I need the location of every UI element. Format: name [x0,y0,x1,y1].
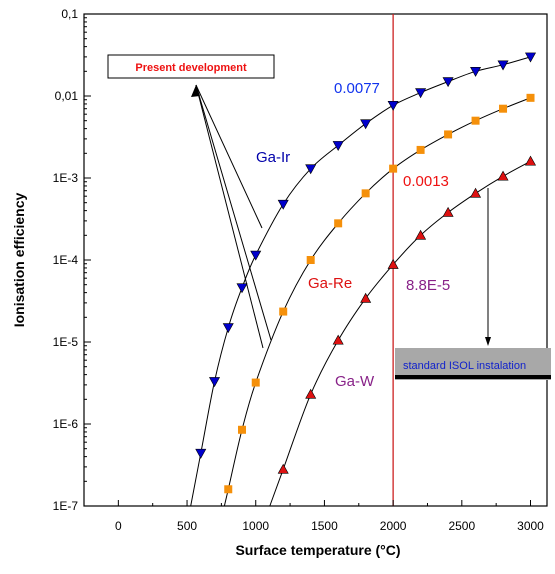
value-label-ir: 0.0077 [334,80,380,97]
data-point [332,334,344,345]
series-curve-2 [269,160,531,507]
value-label-re: 0.0013 [403,173,449,190]
data-point [277,199,289,210]
data-point [444,130,453,139]
data-point [279,307,288,316]
x-axis-title: Surface temperature (°C) [235,542,400,558]
y-axis-title: Ionisation efficiency [11,192,27,327]
data-point [499,104,508,113]
data-point [442,77,454,88]
x-tick-label: 2000 [380,519,407,533]
y-tick-label: 1E-4 [53,253,79,267]
data-point [525,155,537,166]
data-point [237,425,246,434]
data-point [305,164,317,175]
y-tick-label: 1E-6 [53,417,79,431]
data-point [236,283,248,294]
data-point [306,256,315,264]
data-point [471,116,480,125]
y-axis-ticks: 1E-7 1E-6 1E-5 1E-4 1E-3 0,01 0,1 [53,7,91,513]
value-label-w: 8.8E-5 [406,277,450,294]
data-point [416,145,425,154]
present-development-label: Present development [135,62,247,74]
data-point [497,60,509,71]
arrow-line-ir [195,84,263,229]
data-point [334,219,343,228]
arrow-line-re [195,84,264,349]
data-point [497,170,509,181]
data-point [525,52,537,63]
plot-frame [83,13,548,507]
isol-band [395,348,551,380]
arrow-head-present [191,85,200,97]
y-tick-label: 1E-5 [53,335,79,349]
pointer-arrows [195,84,489,349]
isol-band-shadow [395,375,551,379]
series-label-ir: Ga-Ir [256,149,290,166]
x-axis-ticks: 0 500 1000 1500 2000 2500 3000 [115,500,544,533]
y-tick-label: 1E-7 [53,499,79,513]
x-tick-label: 500 [177,519,197,533]
data-point [415,88,427,99]
x-tick-label: 1000 [242,519,269,533]
data-point [361,189,370,198]
arrow-line-w [195,84,272,341]
x-tick-label: 0 [115,519,122,533]
data-point [360,292,372,303]
series-label-re: Ga-Re [308,275,352,292]
data-point [387,258,399,269]
data-point [209,377,221,388]
data-point [224,485,233,494]
series-label-w: Ga-W [335,373,375,390]
isol-label: standard ISOL instalation [403,360,526,372]
series-markers [195,52,537,494]
data-point [470,67,482,77]
data-point [250,250,262,261]
y-tick-label: 1E-3 [53,171,79,185]
data-point [389,164,398,173]
x-tick-label: 1500 [311,519,338,533]
series-curve-0 [190,56,531,507]
data-point [526,93,535,102]
data-point [387,101,399,111]
data-point [277,463,289,474]
x-tick-label: 3000 [517,519,544,533]
data-point [222,323,234,334]
arrow-head-isol [485,337,491,346]
present-development-box [107,54,275,79]
data-point [195,448,207,459]
data-point [442,206,454,217]
data-point [305,388,317,399]
y-tick-label: 0,1 [61,7,78,21]
data-point [251,378,260,387]
y-tick-label: 0,01 [55,89,79,103]
data-point [360,119,372,130]
data-point [415,229,427,240]
data-point [470,187,482,198]
x-tick-label: 2500 [448,519,475,533]
data-point [332,141,344,151]
